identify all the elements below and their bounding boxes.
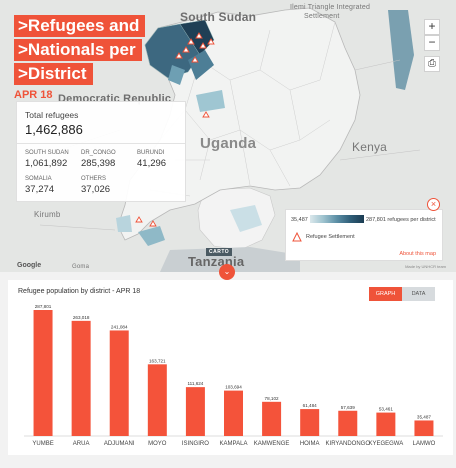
legend-close-icon[interactable]: × <box>427 198 440 211</box>
bar-kyegegwa[interactable] <box>376 412 396 436</box>
label-ilemi-1: Ilemi Triangle Integrated <box>290 4 371 11</box>
title-line-3: >District <box>14 63 93 85</box>
category-label-adjumani: ADJUMANI <box>104 441 135 447</box>
category-label-yumbe: YUMBE <box>32 441 53 447</box>
label-ilemi-2: Settlement <box>304 13 340 20</box>
legend-max: 287,801 refugees per district <box>366 217 436 223</box>
category-label-kamwenge: KAMWENGE <box>254 441 290 447</box>
country-stat: BURUNDI 41,296 <box>137 150 167 169</box>
zoom-in-button[interactable]: + <box>424 19 440 35</box>
total-refugees-label: Total refugees <box>25 110 79 120</box>
about-map-link[interactable]: About this map <box>399 251 436 257</box>
country-stat: OTHERS 37,026 <box>81 176 111 195</box>
data-toggle-button[interactable]: DATA <box>402 287 435 301</box>
value-label-moyo: 163,721 <box>149 358 166 363</box>
bar-kamwenge[interactable] <box>262 401 282 436</box>
category-label-arua: ARUA <box>73 441 90 447</box>
bar-hoima[interactable] <box>300 409 320 436</box>
value-label-kampala: 103,694 <box>225 385 242 390</box>
map-attribution: Made by UNHCR team <box>405 264 446 269</box>
country-stat: DR_CONGO 285,398 <box>81 150 116 169</box>
total-refugees-value: 1,462,886 <box>25 122 83 137</box>
label-uganda: Uganda <box>200 135 257 152</box>
label-kirumba: Kirumb <box>34 210 61 219</box>
legend-min: 35,487 <box>291 217 308 223</box>
expand-chevron-icon[interactable]: ⌄ <box>219 264 235 280</box>
category-label-kiryandongo: KIRYANDONGO <box>326 441 371 447</box>
category-label-kampala: KAMPALA <box>220 441 248 447</box>
title-line-1: >Refugees and <box>14 15 146 37</box>
bar-kiryandongo[interactable] <box>338 410 358 436</box>
category-label-hoima: HOIMA <box>300 441 320 447</box>
bar-moyo[interactable] <box>147 364 167 436</box>
map-date: APR 18 <box>14 89 53 101</box>
stats-panel: Total refugees 1,462,886 SOUTH SUDAN 1,06… <box>16 101 186 202</box>
value-label-lamwo: 35,487 <box>417 414 431 419</box>
value-label-isingiro: 111,624 <box>187 381 203 386</box>
value-label-arua: 263,018 <box>73 315 90 320</box>
bar-adjumani[interactable] <box>109 330 129 436</box>
bar-yumbe[interactable] <box>33 310 53 436</box>
category-label-lamwo: LAMWO <box>413 441 436 447</box>
category-label-kyegegwa: KYEGEGWA <box>368 441 403 447</box>
label-goma: Goma <box>72 264 90 270</box>
bar-chart: 287,801 YUMBE 263,018 ARUA 241,084 ADJUMANI 16… <box>24 304 443 447</box>
value-label-yumbe: 287,801 <box>35 304 52 309</box>
chart-card: Refugee population by district - APR 18 … <box>8 280 453 455</box>
label-south-sudan: South Sudan <box>180 10 257 24</box>
zoom-out-button[interactable]: − <box>424 35 440 51</box>
bar-kampala[interactable] <box>224 390 243 436</box>
value-label-kamwenge: 78,102 <box>265 396 279 401</box>
value-label-adjumani: 241,084 <box>111 324 128 329</box>
value-label-kiryandongo: 57,639 <box>341 405 355 410</box>
settlement-triangle-icon <box>292 232 302 242</box>
country-stat: SOUTH SUDAN 1,061,892 <box>25 150 69 169</box>
label-kenya: Kenya <box>352 140 388 154</box>
country-stat: SOMALIA 37,274 <box>25 176 55 195</box>
legend-gradient <box>310 215 364 223</box>
graph-toggle-button[interactable]: GRAPH <box>369 287 402 301</box>
label-tanzania: Tanzania <box>188 254 245 269</box>
bar-lamwo[interactable] <box>414 420 434 436</box>
value-label-hoima: 61,484 <box>303 403 317 408</box>
map-legend: 35,487 287,801 refugees per district Ref… <box>285 209 443 261</box>
bar-isingiro[interactable] <box>185 387 205 436</box>
value-label-kyegegwa: 53,461 <box>379 407 393 412</box>
google-logo: Google <box>17 262 42 269</box>
category-label-isingiro: ISINGIRO <box>182 441 209 447</box>
legend-settlement-label: Refugee Settlement <box>306 234 355 240</box>
chart-title: Refugee population by district - APR 18 <box>18 288 141 295</box>
category-label-moyo: MOYO <box>148 441 167 447</box>
refugee-map[interactable]: South Sudan Ilemi Triangle Integrated Se… <box>0 0 456 272</box>
print-icon[interactable]: ⎙ <box>424 56 440 72</box>
carto-logo: CARTO <box>206 248 233 256</box>
map-title: >Refugees and >Nationals per >District A… <box>14 15 146 101</box>
title-line-2: >Nationals per <box>14 39 142 61</box>
bar-arua[interactable] <box>71 320 91 436</box>
